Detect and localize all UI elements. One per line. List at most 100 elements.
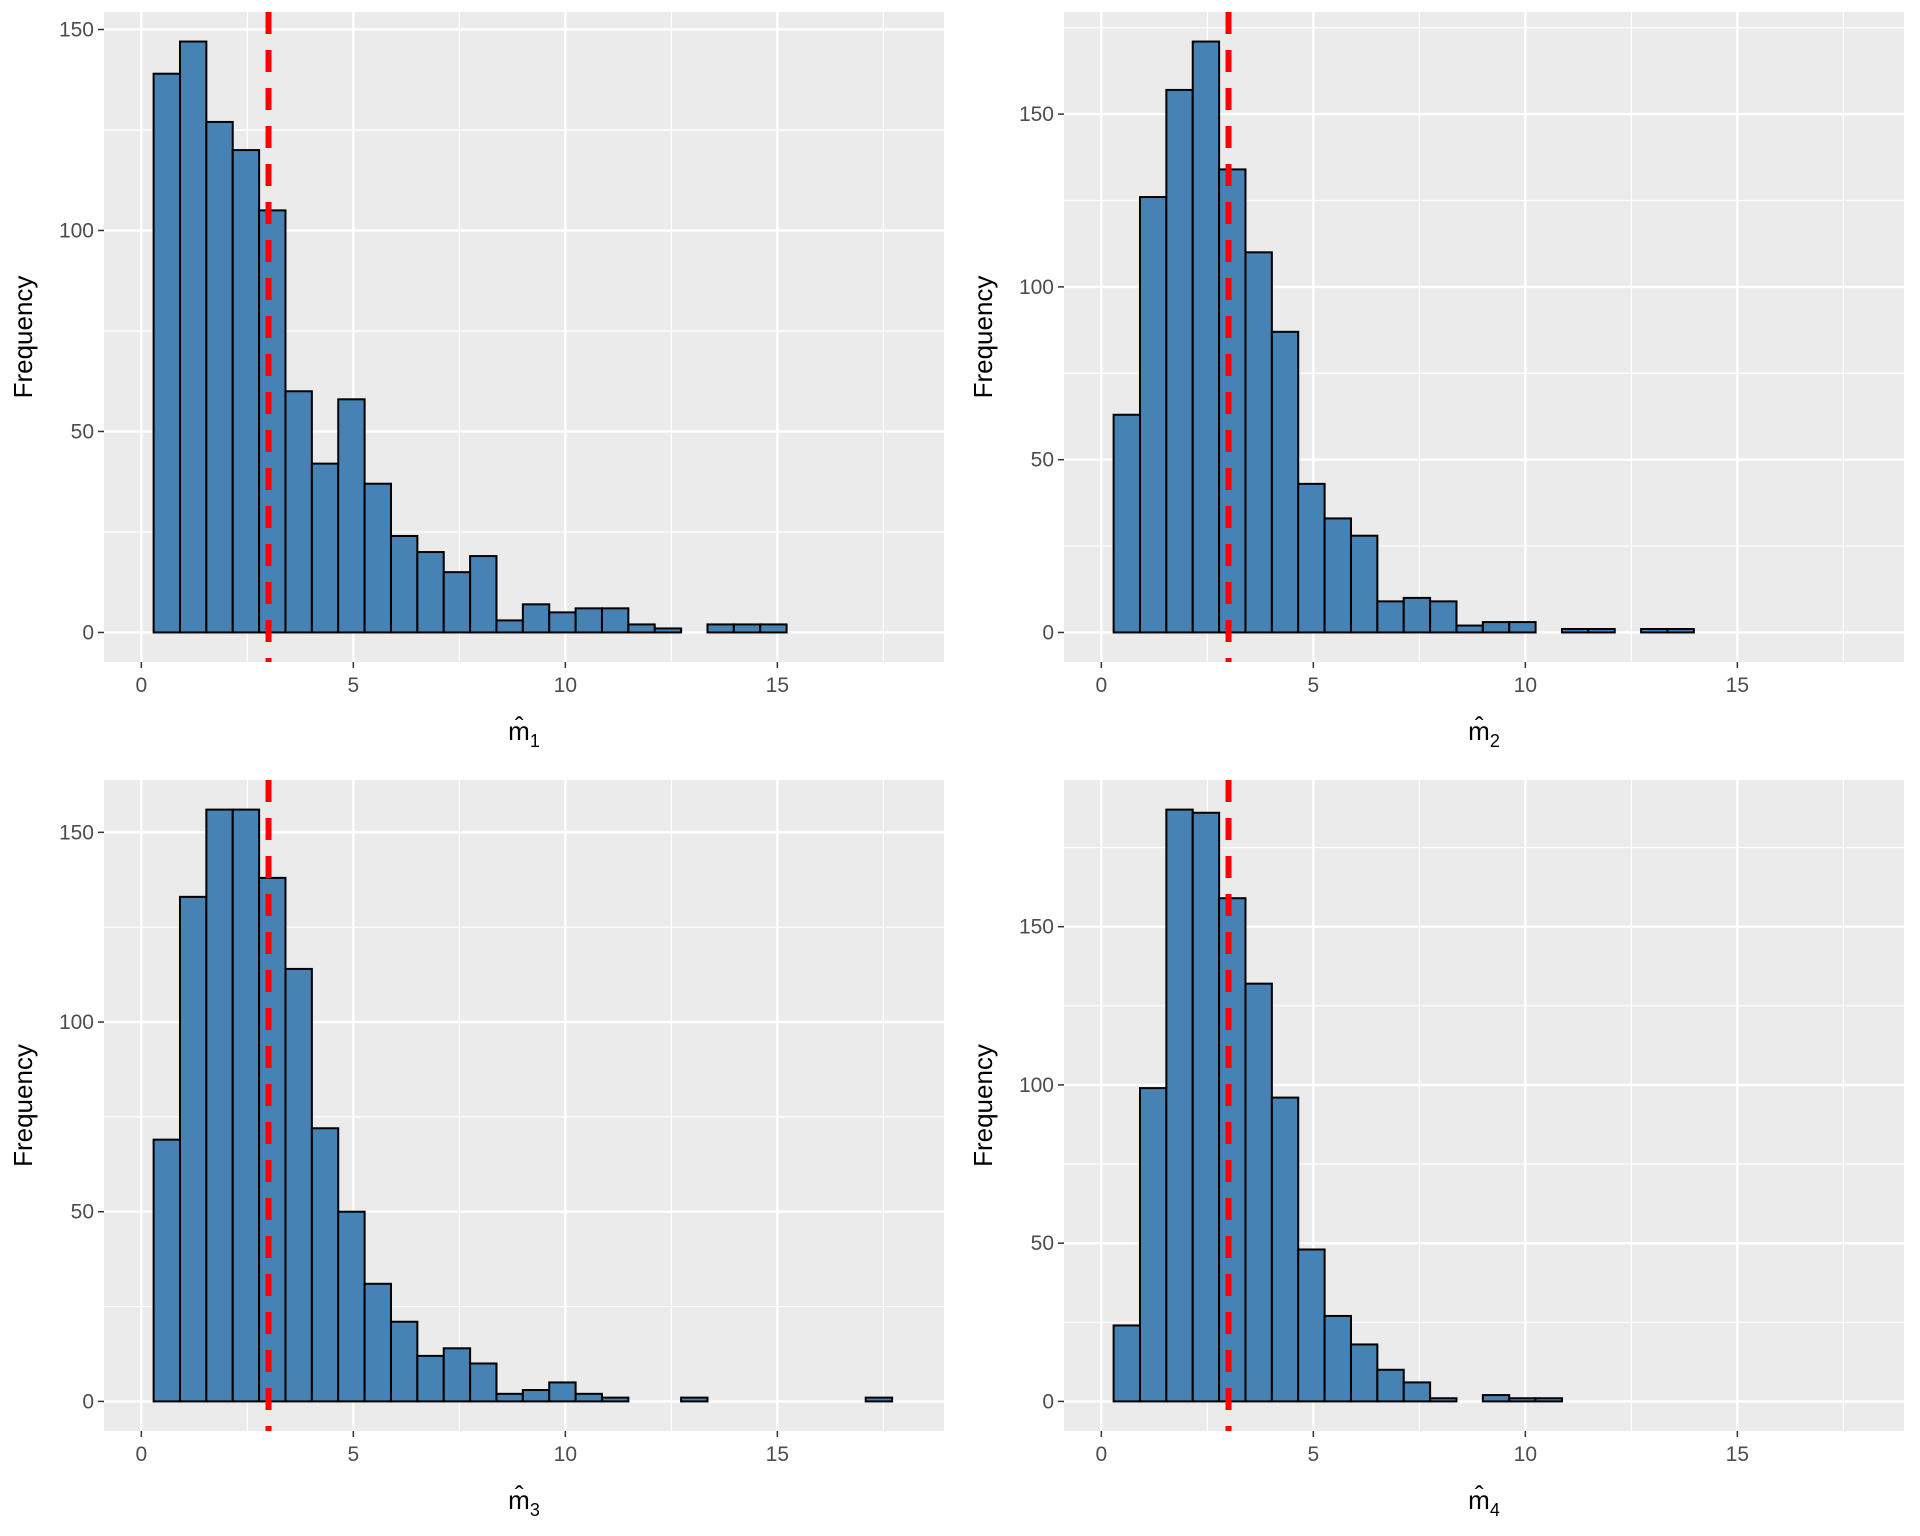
histogram-bar [1323, 1314, 1352, 1403]
y-tick-label: 0 [82, 1390, 94, 1413]
x-tick-label: 5 [1307, 674, 1319, 697]
histogram-bar [680, 1396, 709, 1403]
histogram-bar [1244, 982, 1273, 1403]
x-tick-label: 10 [554, 1443, 577, 1466]
histogram-bar [1297, 482, 1326, 634]
x-axis-title-subscript: 2 [1490, 731, 1500, 751]
x-axis-title: m̂2 [1468, 716, 1500, 751]
y-axis-title: Frequency [8, 1044, 38, 1167]
histogram-bar [1481, 1394, 1511, 1403]
histogram-bar [363, 482, 392, 634]
x-tick-label: 15 [1726, 674, 1749, 697]
x-tick-label: 0 [135, 1443, 147, 1466]
histogram-bar [442, 1347, 472, 1403]
histogram-bar [469, 555, 498, 634]
x-tick-label: 0 [1095, 674, 1107, 697]
histogram-bar [600, 1396, 630, 1403]
histogram-bar [1455, 624, 1484, 634]
histogram-bar [284, 390, 313, 634]
histogram-bar [152, 72, 181, 634]
histogram-bar [178, 895, 208, 1403]
histogram-bar [1508, 621, 1537, 634]
histogram-bar [732, 623, 762, 634]
histogram-bar [1587, 627, 1616, 634]
histogram-bar [1218, 168, 1247, 634]
x-tick-label: 0 [1095, 1443, 1107, 1466]
x-axis-title-subscript: 4 [1490, 1500, 1500, 1520]
x-tick-label: 0 [135, 674, 147, 697]
histogram-bar [1429, 600, 1458, 634]
y-tick-label: 100 [59, 219, 94, 242]
histogram-bar [627, 623, 656, 634]
histogram-bar [416, 551, 445, 634]
histogram-bar [205, 120, 234, 634]
histogram-bar [1376, 600, 1405, 634]
y-axis-title: Frequency [968, 276, 998, 399]
histogram-bar [389, 534, 419, 634]
y-tick-label: 0 [1042, 1390, 1054, 1413]
histogram-bar [1508, 1397, 1537, 1403]
x-tick-label: 10 [554, 674, 577, 697]
y-tick-label: 50 [71, 420, 94, 443]
histogram-bar [469, 1362, 498, 1403]
histogram-bar [521, 603, 551, 634]
y-axis-title: Frequency [968, 1044, 998, 1167]
x-tick-label: 5 [1307, 1443, 1319, 1466]
y-tick-label: 100 [1019, 276, 1054, 299]
y-tick-label: 100 [1019, 1074, 1054, 1097]
histogram-bar [1270, 1096, 1300, 1403]
histogram-bar [1402, 596, 1432, 634]
histogram-bar [1376, 1368, 1405, 1403]
histogram-bar [1244, 251, 1273, 634]
y-tick-label: 150 [59, 18, 94, 41]
y-tick-label: 50 [1031, 1232, 1054, 1255]
histogram-bar [1191, 40, 1221, 634]
histogram-bar [1165, 88, 1194, 634]
y-axis-title: Frequency [8, 276, 38, 399]
x-tick-label: 15 [766, 1443, 789, 1466]
histogram-bar [1191, 811, 1221, 1403]
histogram-bar [1112, 413, 1141, 634]
histogram-bar [706, 623, 735, 634]
x-axis-title: m̂4 [1468, 1485, 1500, 1520]
x-axis-title: m̂3 [508, 1485, 540, 1520]
histogram-bar [1138, 196, 1168, 634]
histogram-bar [389, 1320, 419, 1403]
histogram-bar [1112, 1324, 1141, 1403]
histogram-bar [574, 607, 603, 634]
histogram-bar [284, 967, 313, 1403]
histogram-bar [1270, 330, 1300, 634]
x-axis-title-subscript: 1 [530, 731, 540, 751]
histogram-bar [1481, 621, 1511, 634]
histogram-bar [1138, 1087, 1168, 1403]
y-tick-label: 0 [1042, 621, 1054, 644]
histogram-bar [1429, 1397, 1458, 1403]
histogram-bar [1349, 1343, 1379, 1403]
y-tick-label: 100 [59, 1011, 94, 1034]
histogram-bar [1666, 627, 1695, 634]
histogram-bar [495, 619, 524, 634]
y-tick-label: 0 [82, 621, 94, 644]
histogram-bar [548, 1381, 577, 1403]
x-tick-label: 15 [766, 674, 789, 697]
y-tick-label: 50 [71, 1201, 94, 1224]
histogram-bar [864, 1396, 894, 1403]
histogram-bar [1323, 517, 1352, 634]
histogram-bar [363, 1282, 392, 1403]
histogram-bar [600, 607, 630, 634]
histogram-bar [1402, 1381, 1432, 1403]
histogram-bar [1534, 1397, 1563, 1403]
y-tick-label: 50 [1031, 449, 1054, 472]
histogram-bar [1349, 534, 1379, 634]
x-tick-label: 5 [347, 1443, 359, 1466]
histogram-bar [1297, 1248, 1326, 1403]
histogram-bar [1165, 808, 1194, 1403]
histogram-bar [337, 398, 366, 634]
histogram-bar [521, 1389, 551, 1403]
y-tick-label: 150 [1019, 916, 1054, 939]
